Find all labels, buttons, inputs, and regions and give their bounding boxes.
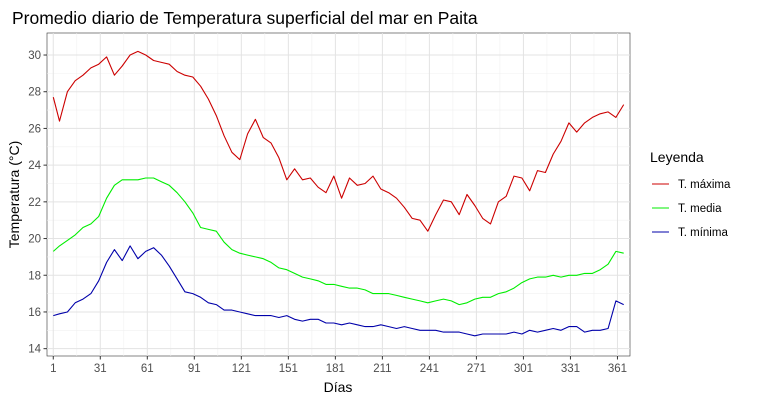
y-tick-label: 30 — [28, 50, 41, 62]
y-tick-label: 26 — [28, 123, 41, 135]
x-tick-label: 241 — [420, 363, 439, 375]
x-tick-label: 31 — [94, 363, 107, 375]
y-tick-label: 20 — [28, 234, 41, 246]
y-tick-label: 22 — [28, 197, 41, 209]
grid-lines — [47, 33, 630, 356]
y-tick-label: 14 — [28, 344, 41, 356]
x-tick-label: 181 — [326, 363, 345, 375]
y-tick-label: 16 — [28, 307, 41, 319]
y-tick-label: 28 — [28, 87, 41, 99]
x-tick-label: 1 — [50, 363, 56, 375]
x-tick-label: 211 — [373, 363, 391, 375]
legend-label-2: T. media — [678, 203, 722, 215]
x-tick-label: 301 — [514, 363, 533, 375]
legend-title: Leyenda — [650, 149, 704, 165]
legend-label-3: T. mínima — [678, 227, 728, 239]
series-line-3 — [53, 245, 624, 337]
x-tick-label: 121 — [232, 363, 251, 375]
series-line-1 — [52, 50, 625, 232]
plot-panel — [46, 32, 631, 357]
x-tick-label: 331 — [561, 363, 580, 375]
y-tick-label: 18 — [28, 270, 41, 282]
chart-title: Promedio diario de Temperatura superfici… — [12, 8, 478, 28]
y-axis-title: Temperatura (°C) — [6, 141, 22, 249]
series-line-2 — [52, 177, 624, 306]
y-tick-label: 24 — [28, 160, 41, 172]
x-tick-label: 61 — [141, 363, 154, 375]
x-tick-label: 151 — [279, 363, 298, 375]
axes: 1 31 61 91 121 151 181 211 241 271 301 331 361 14 16 18… — [28, 50, 627, 375]
x-tick-label: 361 — [608, 363, 627, 375]
legend-label-1: T. máxima — [678, 179, 731, 191]
x-tick-label: 271 — [467, 363, 486, 375]
x-axis-title: Días — [324, 379, 353, 395]
legend: Leyenda T. máxima T. media T. mínima — [650, 149, 731, 239]
x-tick-label: 91 — [188, 363, 201, 375]
series-lines — [52, 50, 625, 337]
